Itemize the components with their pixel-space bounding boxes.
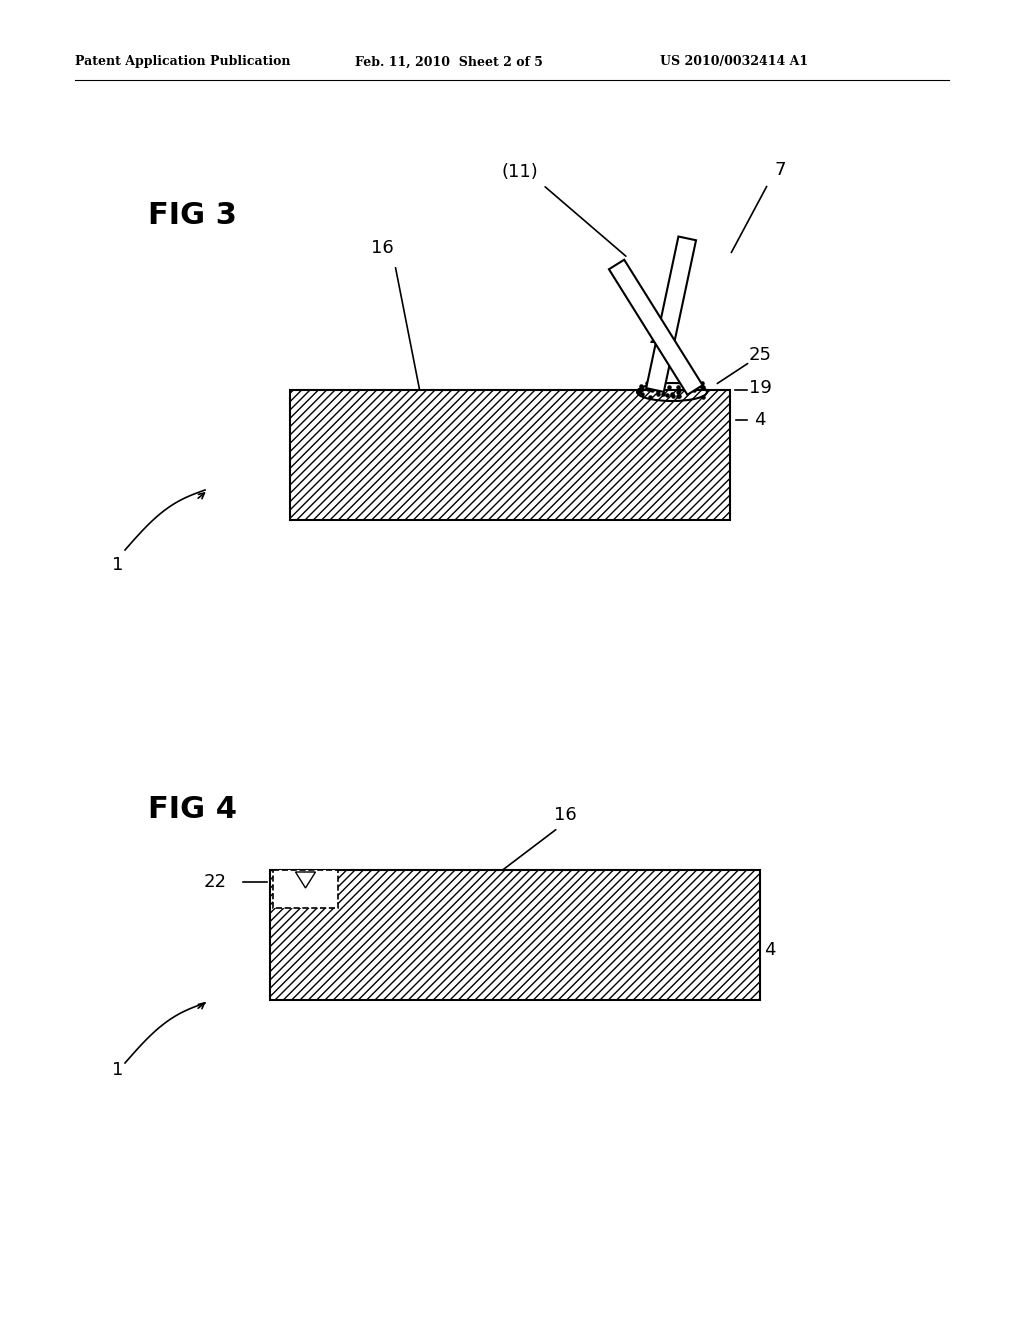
Text: 1: 1: [113, 1061, 124, 1078]
Text: FIG 4: FIG 4: [148, 796, 237, 825]
Point: [649, 380, 666, 401]
Point: [649, 375, 666, 396]
Point: [639, 372, 655, 393]
Text: Feb. 11, 2010  Sheet 2 of 5: Feb. 11, 2010 Sheet 2 of 5: [355, 55, 543, 69]
Polygon shape: [296, 873, 315, 888]
Point: [665, 384, 681, 405]
Text: 16: 16: [554, 807, 577, 824]
Text: 4: 4: [764, 941, 776, 960]
Point: [695, 376, 712, 397]
Bar: [290, 389, 730, 520]
Point: [677, 375, 693, 396]
Point: [679, 374, 695, 395]
Point: [665, 385, 681, 407]
Bar: [273, 870, 338, 908]
Point: [640, 378, 656, 399]
Point: [640, 374, 656, 395]
Point: [688, 372, 705, 393]
Point: [644, 380, 660, 401]
Point: [671, 380, 687, 401]
Point: [642, 385, 658, 407]
Text: 22: 22: [204, 873, 226, 891]
Text: 25: 25: [749, 346, 771, 364]
Point: [634, 379, 650, 400]
Bar: [273, 870, 338, 908]
Text: 28: 28: [648, 329, 672, 347]
Point: [655, 384, 672, 405]
Text: 19: 19: [749, 379, 771, 397]
Point: [641, 374, 657, 395]
Point: [693, 372, 710, 393]
Text: US 2010/0032414 A1: US 2010/0032414 A1: [660, 55, 808, 69]
Point: [670, 381, 686, 403]
Point: [631, 381, 647, 403]
Point: [658, 385, 675, 407]
Point: [650, 383, 667, 404]
Point: [634, 384, 650, 405]
Text: 1: 1: [113, 556, 124, 574]
Point: [670, 385, 686, 407]
Point: [633, 376, 649, 397]
Polygon shape: [646, 236, 696, 392]
Point: [686, 379, 702, 400]
Polygon shape: [609, 260, 702, 395]
Text: FIG 3: FIG 3: [148, 201, 237, 230]
Text: 16: 16: [371, 239, 393, 257]
Bar: [270, 870, 760, 1001]
Point: [654, 372, 671, 393]
Text: Patent Application Publication: Patent Application Publication: [75, 55, 291, 69]
Point: [682, 378, 698, 399]
Text: 7: 7: [774, 161, 785, 180]
Point: [642, 374, 658, 395]
Point: [694, 387, 711, 408]
Point: [660, 376, 677, 397]
Text: 4: 4: [755, 411, 766, 429]
Point: [670, 376, 686, 397]
Text: (11): (11): [502, 162, 539, 181]
Point: [671, 385, 687, 407]
Point: [643, 375, 659, 396]
Point: [693, 376, 710, 397]
